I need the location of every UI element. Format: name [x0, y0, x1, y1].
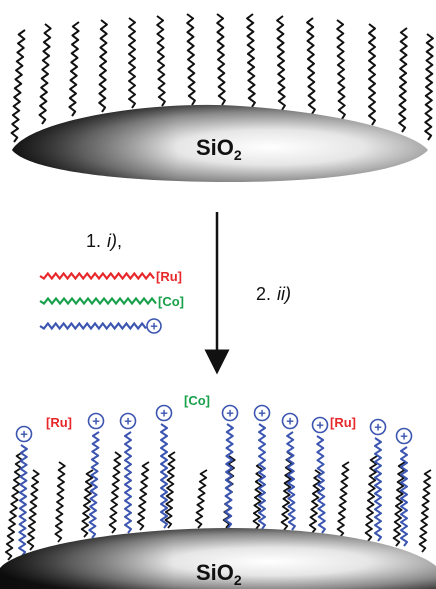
cation-circle: [253, 404, 271, 422]
cation-plus: +: [316, 418, 324, 433]
top-alkyl-chain: [368, 23, 376, 126]
cation-circle: [311, 416, 329, 434]
top-silica-particle: SiO2: [12, 104, 428, 182]
step-2-label: 2. ii): [256, 284, 291, 304]
top-alkyl-chain: [10, 29, 26, 143]
top-alkyl-chain: [156, 15, 166, 107]
alkyl-chain: [26, 469, 40, 551]
cation-circle: [369, 418, 387, 436]
alkyl-chain: [54, 461, 66, 543]
cation-reagent-circle: [146, 318, 162, 334]
cation-end-group: +: [395, 427, 413, 445]
cation-end-group: +: [253, 404, 271, 422]
cation-chain: [88, 431, 100, 539]
alkyl-chain: [5, 451, 24, 561]
cation-end-group: +: [369, 418, 387, 436]
cation-plus: +: [92, 414, 100, 429]
alkyl-chain: [336, 461, 350, 538]
alkyl-chain: [164, 451, 176, 529]
co-reagent-label: [Co]: [158, 294, 184, 309]
top-silica-shade: [12, 104, 428, 182]
top-alkyl-chain: [306, 17, 316, 115]
top-alkyl-chain: [424, 33, 434, 141]
cation-chain: [374, 437, 382, 542]
cation-circle: [221, 404, 239, 422]
cation-plus: +: [400, 429, 408, 444]
alkyl-chain: [364, 455, 378, 542]
alkyl-chain: [280, 451, 294, 531]
cation-end-group: +: [221, 404, 239, 422]
top-alkyl-chain: [38, 23, 52, 125]
alkyl-chain: [80, 469, 94, 538]
bottom-functionalised-chains: [5, 423, 432, 561]
ru-reagent-chain: [39, 271, 155, 281]
cation-circle: [119, 412, 137, 430]
cation-end-group: +: [15, 425, 33, 443]
alkyl-chain: [136, 461, 150, 531]
cation-plus: +: [160, 406, 168, 421]
ru-reagent-label: [Ru]: [156, 269, 182, 284]
alkyl-chain: [194, 469, 208, 529]
cation-end-group: +: [87, 412, 105, 430]
top-alkyl-chain: [336, 19, 346, 120]
cation-plus: +: [20, 427, 28, 442]
cation-end-group: +: [119, 412, 137, 430]
cation-reagent-plus: +: [150, 319, 158, 334]
cation-circle: [15, 425, 33, 443]
top-alkyl-chain: [68, 21, 80, 117]
reagent-legend: [Ru] [Co] +: [39, 269, 184, 334]
cation-plus: +: [286, 414, 294, 429]
top-alkyl-chain: [216, 13, 226, 106]
alkyl-chain: [392, 461, 406, 547]
co-end-label: [Co]: [184, 393, 210, 408]
cation-chain: [400, 446, 408, 547]
cation-circle: [155, 404, 173, 422]
alkyl-chain: [418, 469, 432, 553]
cation-end-group: +: [155, 404, 173, 422]
cation-chain: [286, 431, 296, 531]
cation-plus: +: [258, 406, 266, 421]
bottom-sio2-label: SiO2: [196, 560, 242, 588]
top-sio2-label: SiO2: [196, 135, 242, 163]
cation-end-group: +: [281, 412, 299, 430]
cation-chain: [124, 431, 132, 534]
alkyl-chain: [108, 451, 122, 534]
cation-reagent-chain: [39, 321, 147, 331]
bottom-silica-particle: SiO2: [0, 528, 436, 589]
cation-plus: +: [124, 414, 132, 429]
cation-end-group: +: [311, 416, 329, 434]
bottom-end-groups: + + + + + + + + + + [Ru] [Ru] [Co]: [15, 393, 413, 445]
cation-chain: [316, 435, 326, 534]
step-1-label: 1. i),: [86, 231, 122, 251]
cation-chain: [258, 423, 266, 530]
alkyl-chain: [252, 461, 264, 530]
alkyl-chain: [308, 469, 322, 534]
cation-plus: +: [374, 420, 382, 435]
cation-circle: [87, 412, 105, 430]
bottom-silica-shade: [0, 528, 436, 589]
cation-circle: [395, 427, 413, 445]
ru-end-label: [Ru]: [46, 415, 72, 430]
cation-circle: [281, 412, 299, 430]
cation-chain: [224, 423, 234, 529]
top-alkyl-chain: [246, 13, 256, 108]
top-alkyl-chain: [128, 17, 136, 109]
top-alkyl-chain: [398, 27, 408, 133]
cation-chain: [160, 423, 168, 529]
top-alkyl-chains: [10, 13, 434, 143]
cation-plus: +: [226, 406, 234, 421]
ru-end-label: [Ru]: [330, 415, 356, 430]
cation-chain: [18, 444, 28, 557]
co-reagent-chain: [39, 296, 157, 306]
top-alkyl-chain: [276, 15, 286, 111]
top-alkyl-chain: [186, 13, 196, 106]
top-alkyl-chain: [98, 19, 108, 113]
